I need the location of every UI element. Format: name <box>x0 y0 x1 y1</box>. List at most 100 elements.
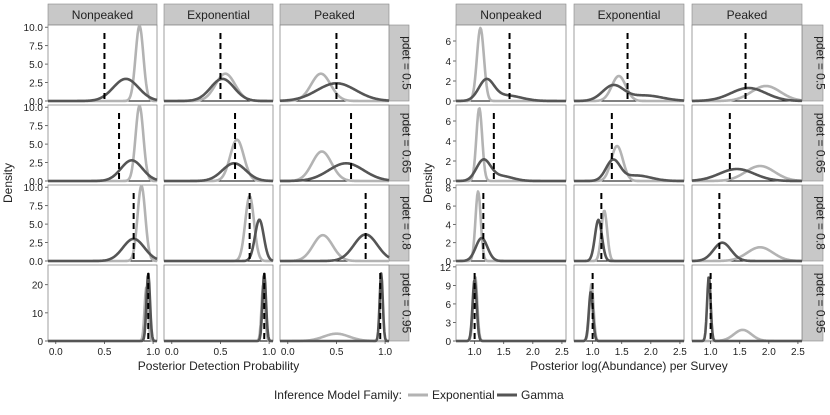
x-tick-label: 1.0 <box>704 347 718 358</box>
panel <box>573 24 685 102</box>
panel <box>279 24 390 102</box>
density-curve-gamma <box>279 81 390 103</box>
density-curve-gamma <box>163 77 274 103</box>
y-tick-label: 0.0 <box>29 177 43 188</box>
y-tick-label: 5.0 <box>29 140 43 151</box>
legend-label-gamma: Gamma <box>521 388 564 402</box>
y-tick-label: 9 <box>445 281 451 292</box>
y-tick-label: 2 <box>445 239 451 250</box>
x-tick-label: 2.0 <box>526 347 540 358</box>
panel <box>47 264 158 342</box>
x-axis-title: Posterior log(Abundance) per Survey <box>530 359 727 373</box>
legend-label-exponential: Exponential <box>432 388 495 402</box>
y-tick-label: 4 <box>445 57 451 68</box>
panel <box>279 264 390 342</box>
panel <box>573 184 685 262</box>
y-tick-label: 0 <box>445 337 451 348</box>
density-curve-gamma <box>455 278 567 343</box>
density-curve-gamma <box>163 218 274 263</box>
density-curve-gamma <box>47 77 158 103</box>
y-tick-label: 2 <box>445 157 451 168</box>
y-tick-label: 10.0 <box>24 23 44 34</box>
y-tick-label: 0 <box>37 337 43 348</box>
density-curve-gamma <box>47 272 158 343</box>
y-axis-title: Density <box>421 163 435 203</box>
y-tick-label: 6 <box>445 117 451 128</box>
legend-title: Inference Model Family: <box>274 388 402 402</box>
row-label: pdet = 0.8 <box>400 196 414 250</box>
x-tick-label: 2.0 <box>644 347 658 358</box>
y-tick-label: 8 <box>445 184 451 195</box>
y-tick-label: 10 <box>32 309 44 320</box>
x-tick-label: 2.5 <box>791 347 805 358</box>
density-curve-gamma <box>573 218 685 263</box>
density-curve-gamma <box>455 77 567 103</box>
y-tick-label: 7.5 <box>29 122 43 133</box>
column-label: Peaked <box>314 8 355 22</box>
y-tick-label: 2.5 <box>29 239 43 250</box>
x-tick-label: 0.0 <box>165 347 179 358</box>
x-tick-label: 1.0 <box>262 347 276 358</box>
y-tick-label: 2.5 <box>29 159 43 170</box>
y-tick-label: 4 <box>445 137 451 148</box>
y-tick-label: 2 <box>445 77 451 88</box>
y-tick-label: 6 <box>445 202 451 213</box>
x-tick-label: 1.0 <box>468 347 482 358</box>
x-tick-label: 1.0 <box>586 347 600 358</box>
x-tick-label: 1.5 <box>615 347 629 358</box>
x-tick-label: 0.5 <box>213 347 227 358</box>
panel <box>163 104 274 182</box>
y-tick-label: 2.5 <box>29 79 43 90</box>
y-tick-label: 0.0 <box>29 97 43 108</box>
density-curve-gamma <box>573 291 685 343</box>
column-label: Nonpeaked <box>480 8 541 22</box>
y-tick-label: 0.0 <box>29 257 43 268</box>
y-tick-label: 6 <box>445 37 451 48</box>
x-tick-label: 0.5 <box>97 347 111 358</box>
x-tick-label: 1.5 <box>733 347 747 358</box>
panel <box>47 104 158 182</box>
row-label: pdet = 0.95 <box>814 273 828 334</box>
row-label: pdet = 0.65 <box>400 113 414 174</box>
y-tick-label: 0 <box>445 97 451 108</box>
x-tick-label: 0.5 <box>329 347 343 358</box>
density-curve-gamma <box>279 272 390 343</box>
x-tick-label: 1.5 <box>497 347 511 358</box>
x-tick-label: 0.0 <box>281 347 295 358</box>
x-tick-label: 2.0 <box>762 347 776 358</box>
density-curve-gamma <box>163 272 274 343</box>
y-tick-label: 0 <box>445 177 451 188</box>
row-label: pdet = 0.5 <box>814 36 828 90</box>
detection-chart: Nonpeaked Exponential Peaked pdet = 0.5 0.0 2… <box>1 3 414 373</box>
row-label: pdet = 0.8 <box>814 196 828 250</box>
panel <box>163 24 274 102</box>
row-label: pdet = 0.65 <box>814 113 828 174</box>
legend: Inference Model Family: Exponential Gamm… <box>274 388 564 402</box>
panel <box>47 184 158 262</box>
y-tick-label: 0 <box>445 257 451 268</box>
y-axis-title: Density <box>1 163 15 203</box>
density-curve-gamma <box>455 158 567 183</box>
y-tick-label: 3 <box>445 318 451 329</box>
density-curve-gamma <box>47 159 158 183</box>
y-tick-label: 7.5 <box>29 42 43 53</box>
y-tick-label: 7.5 <box>29 202 43 213</box>
density-curve-gamma <box>573 158 685 183</box>
y-tick-label: 12 <box>440 263 452 274</box>
y-tick-label: 10.0 <box>24 183 44 194</box>
panel <box>691 24 803 102</box>
x-tick-label: 1.0 <box>146 347 160 358</box>
density-curve-gamma <box>691 241 803 263</box>
density-curve-gamma <box>163 161 274 183</box>
density-curve-gamma <box>691 167 803 183</box>
density-curve-exponential <box>691 245 803 263</box>
density-curve-gamma <box>455 236 567 263</box>
y-tick-label: 6 <box>445 300 451 311</box>
y-tick-label: 5.0 <box>29 60 43 71</box>
x-tick-label: 1.0 <box>378 347 392 358</box>
x-tick-label: 2.5 <box>673 347 687 358</box>
panel <box>163 264 274 342</box>
y-tick-label: 20 <box>32 281 44 292</box>
y-tick-label: 4 <box>445 220 451 231</box>
